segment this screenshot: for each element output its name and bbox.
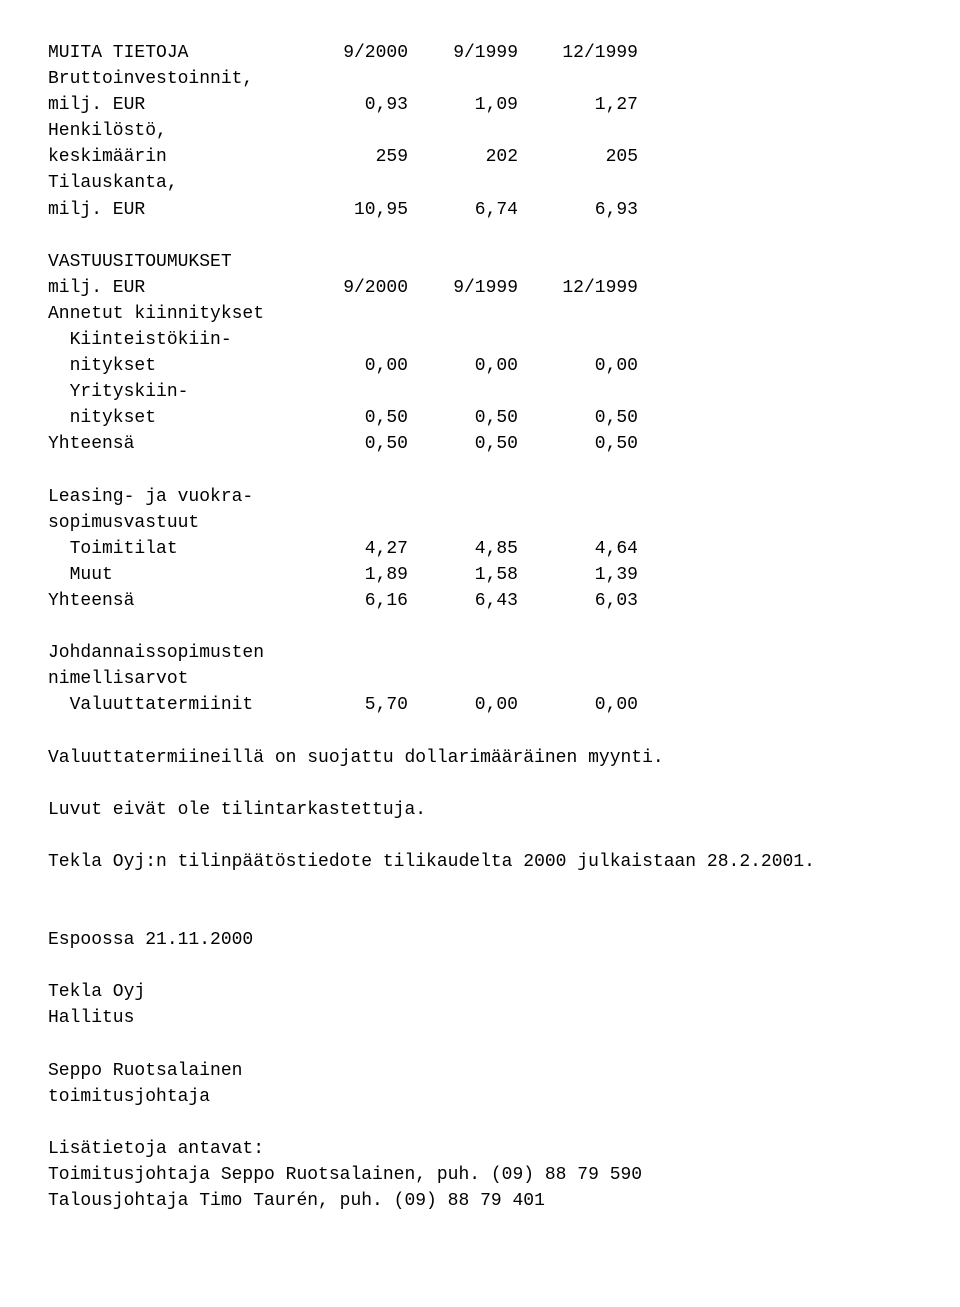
vastuu-h3: 12/1999 (518, 275, 638, 301)
vastuu-yht-c2: 0,50 (408, 431, 518, 457)
toim-c2: 4,85 (408, 536, 518, 562)
valuutta-c1: 5,70 (298, 692, 408, 718)
valuutta-label: Valuuttatermiinit (48, 692, 298, 718)
muut-c1: 1,89 (298, 562, 408, 588)
leasing-yht-c3: 6,03 (518, 588, 638, 614)
col-header-1: 9/2000 (298, 40, 408, 66)
leasing-title: Leasing- ja vuokra- (48, 484, 253, 510)
tilaus-c1: 10,95 (298, 197, 408, 223)
footer-contact-2: Talousjohtaja Timo Taurén, puh. (09) 88 … (48, 1188, 912, 1214)
vastuu-title-row: VASTUUSITOUMUKSET (48, 249, 912, 275)
footer-info: Lisätietoja antavat: (48, 1136, 912, 1162)
toim-row: Toimitilat 4,27 4,85 4,64 (48, 536, 912, 562)
brutto-c3: 1,27 (518, 92, 638, 118)
yrit-c1: 0,50 (298, 405, 408, 431)
henk-row1: Henkilöstö, (48, 118, 912, 144)
henk-c2: 202 (408, 144, 518, 170)
col-header-3: 12/1999 (518, 40, 638, 66)
vastuu-h1: 9/2000 (298, 275, 408, 301)
muut-row: Muut 1,89 1,58 1,39 (48, 562, 912, 588)
tilaus-label: Tilauskanta, (48, 170, 178, 196)
brutto-row1: Bruttoinvestoinnit, (48, 66, 912, 92)
footer-name: Seppo Ruotsalainen (48, 1058, 912, 1084)
yrit-row2: nitykset 0,50 0,50 0,50 (48, 405, 912, 431)
brutto-c2: 1,09 (408, 92, 518, 118)
yrit-c2: 0,50 (408, 405, 518, 431)
brutto-label2: milj. EUR (48, 92, 298, 118)
note-3: Tekla Oyj:n tilinpäätöstiedote tilikaude… (48, 849, 912, 875)
footer-place: Espoossa 21.11.2000 (48, 927, 912, 953)
vastuu-hdr-label: milj. EUR (48, 275, 298, 301)
leasing-title2: sopimusvastuut (48, 510, 199, 536)
brutto-row2: milj. EUR 0,93 1,09 1,27 (48, 92, 912, 118)
kiint-label1: Kiinteistökiin- (48, 327, 232, 353)
vastuu-yht-c1: 0,50 (298, 431, 408, 457)
yrit-label1: Yrityskiin- (48, 379, 188, 405)
vastuu-h2: 9/1999 (408, 275, 518, 301)
footer-contact-1: Toimitusjohtaja Seppo Ruotsalainen, puh.… (48, 1162, 912, 1188)
leasing-title2-row: sopimusvastuut (48, 510, 912, 536)
henk-c1: 259 (298, 144, 408, 170)
annetut-row: Annetut kiinnitykset (48, 301, 912, 327)
johd-title-row: Johdannaissopimusten (48, 640, 912, 666)
muita-header-label: MUITA TIETOJA (48, 40, 298, 66)
brutto-label: Bruttoinvestoinnit, (48, 66, 253, 92)
vastuu-yht-label: Yhteensä (48, 431, 298, 457)
note-2: Luvut eivät ole tilintarkastettuja. (48, 797, 912, 823)
tilaus-label2: milj. EUR (48, 197, 298, 223)
leasing-yht-label: Yhteensä (48, 588, 298, 614)
toim-label: Toimitilat (48, 536, 298, 562)
johd-title2-row: nimellisarvot (48, 666, 912, 692)
vastuu-yht-c3: 0,50 (518, 431, 638, 457)
leasing-yht-c1: 6,16 (298, 588, 408, 614)
footer-board: Hallitus (48, 1005, 912, 1031)
kiint-c2: 0,00 (408, 353, 518, 379)
leasing-title-row: Leasing- ja vuokra- (48, 484, 912, 510)
muut-label: Muut (48, 562, 298, 588)
yrit-row1: Yrityskiin- (48, 379, 912, 405)
valuutta-row: Valuuttatermiinit 5,70 0,00 0,00 (48, 692, 912, 718)
leasing-yht-row: Yhteensä 6,16 6,43 6,03 (48, 588, 912, 614)
johd-title2: nimellisarvot (48, 666, 188, 692)
footer-title: toimitusjohtaja (48, 1084, 912, 1110)
col-header-2: 9/1999 (408, 40, 518, 66)
vastuu-title: VASTUUSITOUMUKSET (48, 249, 232, 275)
kiint-label2: nitykset (48, 353, 298, 379)
henk-c3: 205 (518, 144, 638, 170)
yrit-label2: nitykset (48, 405, 298, 431)
johd-title: Johdannaissopimusten (48, 640, 264, 666)
kiint-c3: 0,00 (518, 353, 638, 379)
valuutta-c3: 0,00 (518, 692, 638, 718)
toim-c3: 4,64 (518, 536, 638, 562)
toim-c1: 4,27 (298, 536, 408, 562)
yrit-c3: 0,50 (518, 405, 638, 431)
henk-label2: keskimäärin (48, 144, 298, 170)
muut-c3: 1,39 (518, 562, 638, 588)
valuutta-c2: 0,00 (408, 692, 518, 718)
kiint-c1: 0,00 (298, 353, 408, 379)
tilaus-row1: Tilauskanta, (48, 170, 912, 196)
tilaus-c3: 6,93 (518, 197, 638, 223)
vastuu-yht-row: Yhteensä 0,50 0,50 0,50 (48, 431, 912, 457)
leasing-yht-c2: 6,43 (408, 588, 518, 614)
footer-company: Tekla Oyj (48, 979, 912, 1005)
vastuu-header-row: milj. EUR 9/2000 9/1999 12/1999 (48, 275, 912, 301)
kiint-row1: Kiinteistökiin- (48, 327, 912, 353)
muut-c2: 1,58 (408, 562, 518, 588)
muita-header-row: MUITA TIETOJA 9/2000 9/1999 12/1999 (48, 40, 912, 66)
brutto-c1: 0,93 (298, 92, 408, 118)
kiint-row2: nitykset 0,00 0,00 0,00 (48, 353, 912, 379)
annetut-label: Annetut kiinnitykset (48, 301, 264, 327)
henk-row2: keskimäärin 259 202 205 (48, 144, 912, 170)
henk-label: Henkilöstö, (48, 118, 167, 144)
note-1: Valuuttatermiineillä on suojattu dollari… (48, 745, 912, 771)
tilaus-row2: milj. EUR 10,95 6,74 6,93 (48, 197, 912, 223)
tilaus-c2: 6,74 (408, 197, 518, 223)
